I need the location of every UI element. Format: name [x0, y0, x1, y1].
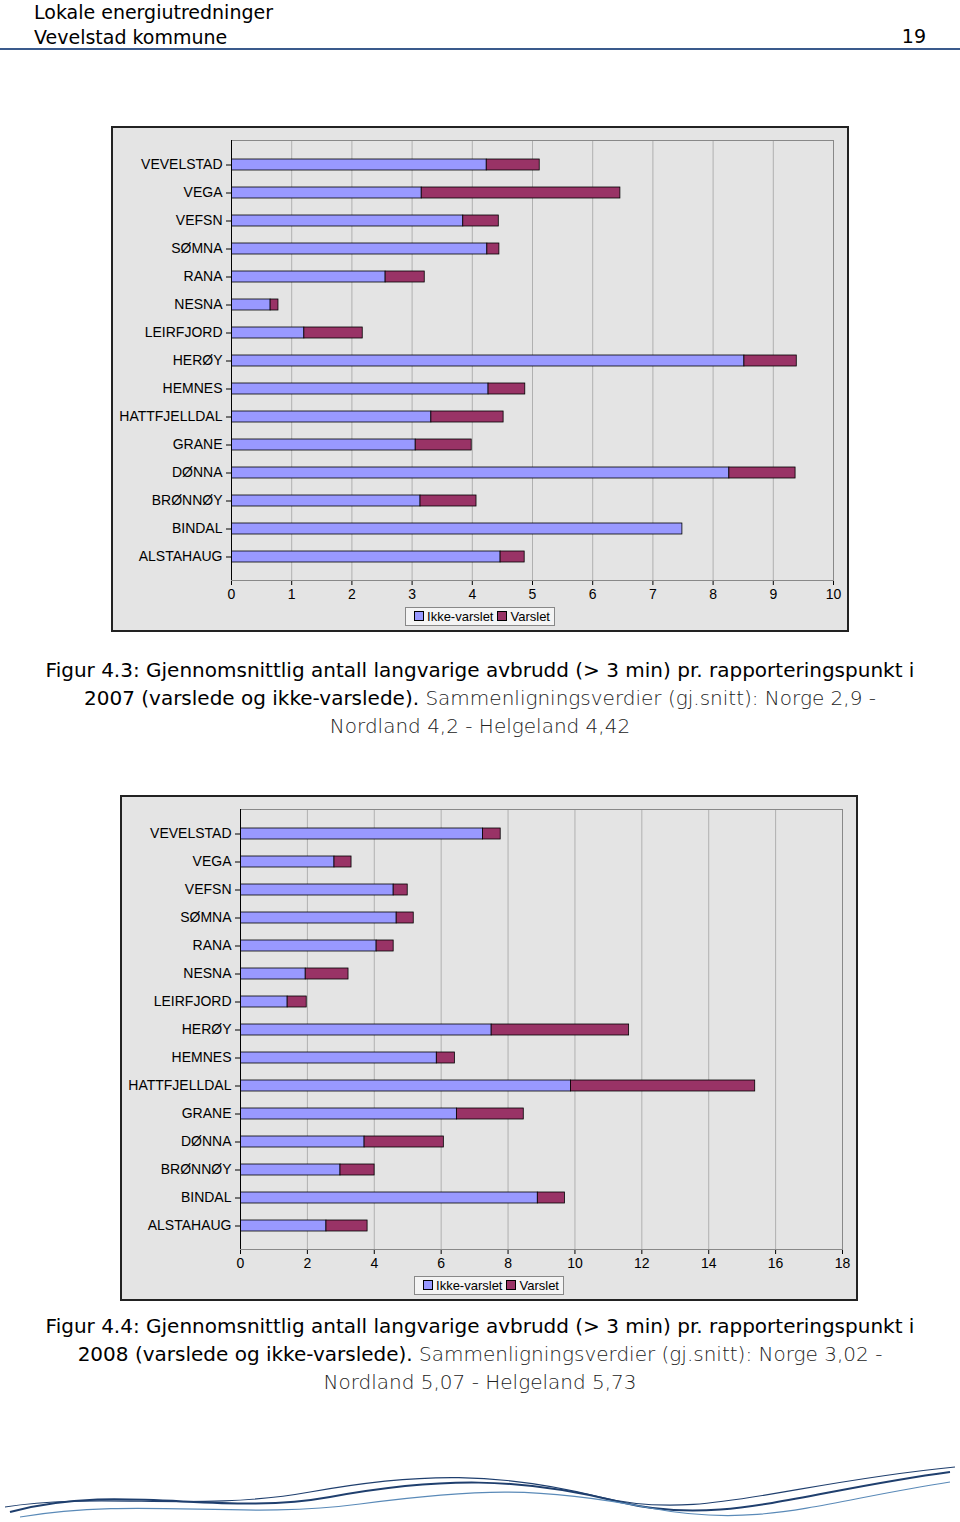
html-text:19: 19	[901, 25, 926, 47]
svg-text:18: 18	[835, 1255, 851, 1271]
svg-text:LEIRFJORD: LEIRFJORD	[145, 324, 223, 340]
svg-text:VEGA: VEGA	[184, 184, 224, 200]
svg-text:HATTFJELLDAL: HATTFJELLDAL	[128, 1077, 231, 1093]
svg-text:2: 2	[348, 586, 356, 602]
svg-text:BINDAL: BINDAL	[172, 520, 223, 536]
svg-text:4: 4	[370, 1255, 378, 1271]
svg-text:BRØNNØY: BRØNNØY	[152, 492, 223, 508]
svg-text:NESNA: NESNA	[174, 296, 223, 312]
svg-text:GRANE: GRANE	[182, 1105, 232, 1121]
svg-text:4: 4	[468, 586, 476, 602]
svg-text:VEFSN: VEFSN	[185, 881, 232, 897]
svg-text:DØNNA: DØNNA	[181, 1133, 232, 1149]
svg-text:ALSTAHAUG: ALSTAHAUG	[148, 1217, 232, 1233]
svg-text:5: 5	[529, 586, 537, 602]
svg-text:SØMNA: SØMNA	[171, 240, 223, 256]
svg-text:GRANE: GRANE	[173, 436, 223, 452]
svg-text:3: 3	[408, 586, 416, 602]
svg-text:HERØY: HERØY	[173, 352, 223, 368]
html-text:Varslet: Varslet	[519, 1278, 559, 1293]
svg-text:RANA: RANA	[193, 937, 233, 953]
svg-text:RANA: RANA	[184, 268, 224, 284]
svg-text:HATTFJELLDAL: HATTFJELLDAL	[119, 408, 222, 424]
svg-text:BRØNNØY: BRØNNØY	[161, 1161, 232, 1177]
html-text:Figur 4.3: Gjennomsnittlig ant: Figur 4.3: Gjennomsnittlig antall langva…	[45, 658, 915, 738]
svg-text:2: 2	[303, 1255, 311, 1271]
svg-text:8: 8	[709, 586, 717, 602]
svg-text:DØNNA: DØNNA	[172, 464, 223, 480]
svg-text:9: 9	[769, 586, 777, 602]
svg-text:6: 6	[589, 586, 597, 602]
html-text:Vevelstad kommune: Vevelstad kommune	[34, 26, 228, 48]
html-text:Figur 4.4: Gjennomsnittlig ant: Figur 4.4: Gjennomsnittlig antall langva…	[45, 1314, 915, 1394]
svg-text:8: 8	[504, 1255, 512, 1271]
svg-text:10: 10	[826, 586, 842, 602]
svg-text:BINDAL: BINDAL	[181, 1189, 232, 1205]
svg-text:10: 10	[567, 1255, 583, 1271]
svg-text:HERØY: HERØY	[182, 1021, 232, 1037]
svg-text:16: 16	[768, 1255, 784, 1271]
svg-text:6: 6	[437, 1255, 445, 1271]
html-text:Varslet: Varslet	[510, 609, 550, 624]
svg-text:VEGA: VEGA	[193, 853, 233, 869]
svg-text:0: 0	[237, 1255, 245, 1271]
svg-text:LEIRFJORD: LEIRFJORD	[154, 993, 232, 1009]
svg-text:14: 14	[701, 1255, 717, 1271]
svg-text:VEVELSTAD: VEVELSTAD	[150, 825, 231, 841]
html-text:Ikke-varslet: Ikke-varslet	[427, 609, 494, 624]
svg-text:VEVELSTAD: VEVELSTAD	[141, 156, 222, 172]
svg-text:7: 7	[649, 586, 657, 602]
svg-text:ALSTAHAUG: ALSTAHAUG	[139, 548, 223, 564]
html-text:Lokale energiutredninger: Lokale energiutredninger	[34, 1, 273, 23]
svg-text:0: 0	[228, 586, 236, 602]
svg-text:12: 12	[634, 1255, 650, 1271]
svg-text:HEMNES: HEMNES	[172, 1049, 232, 1065]
html-text:Ikke-varslet: Ikke-varslet	[436, 1278, 503, 1293]
svg-text:1: 1	[288, 586, 296, 602]
svg-text:HEMNES: HEMNES	[163, 380, 223, 396]
svg-text:SØMNA: SØMNA	[180, 909, 232, 925]
svg-text:VEFSN: VEFSN	[176, 212, 223, 228]
svg-text:NESNA: NESNA	[183, 965, 232, 981]
